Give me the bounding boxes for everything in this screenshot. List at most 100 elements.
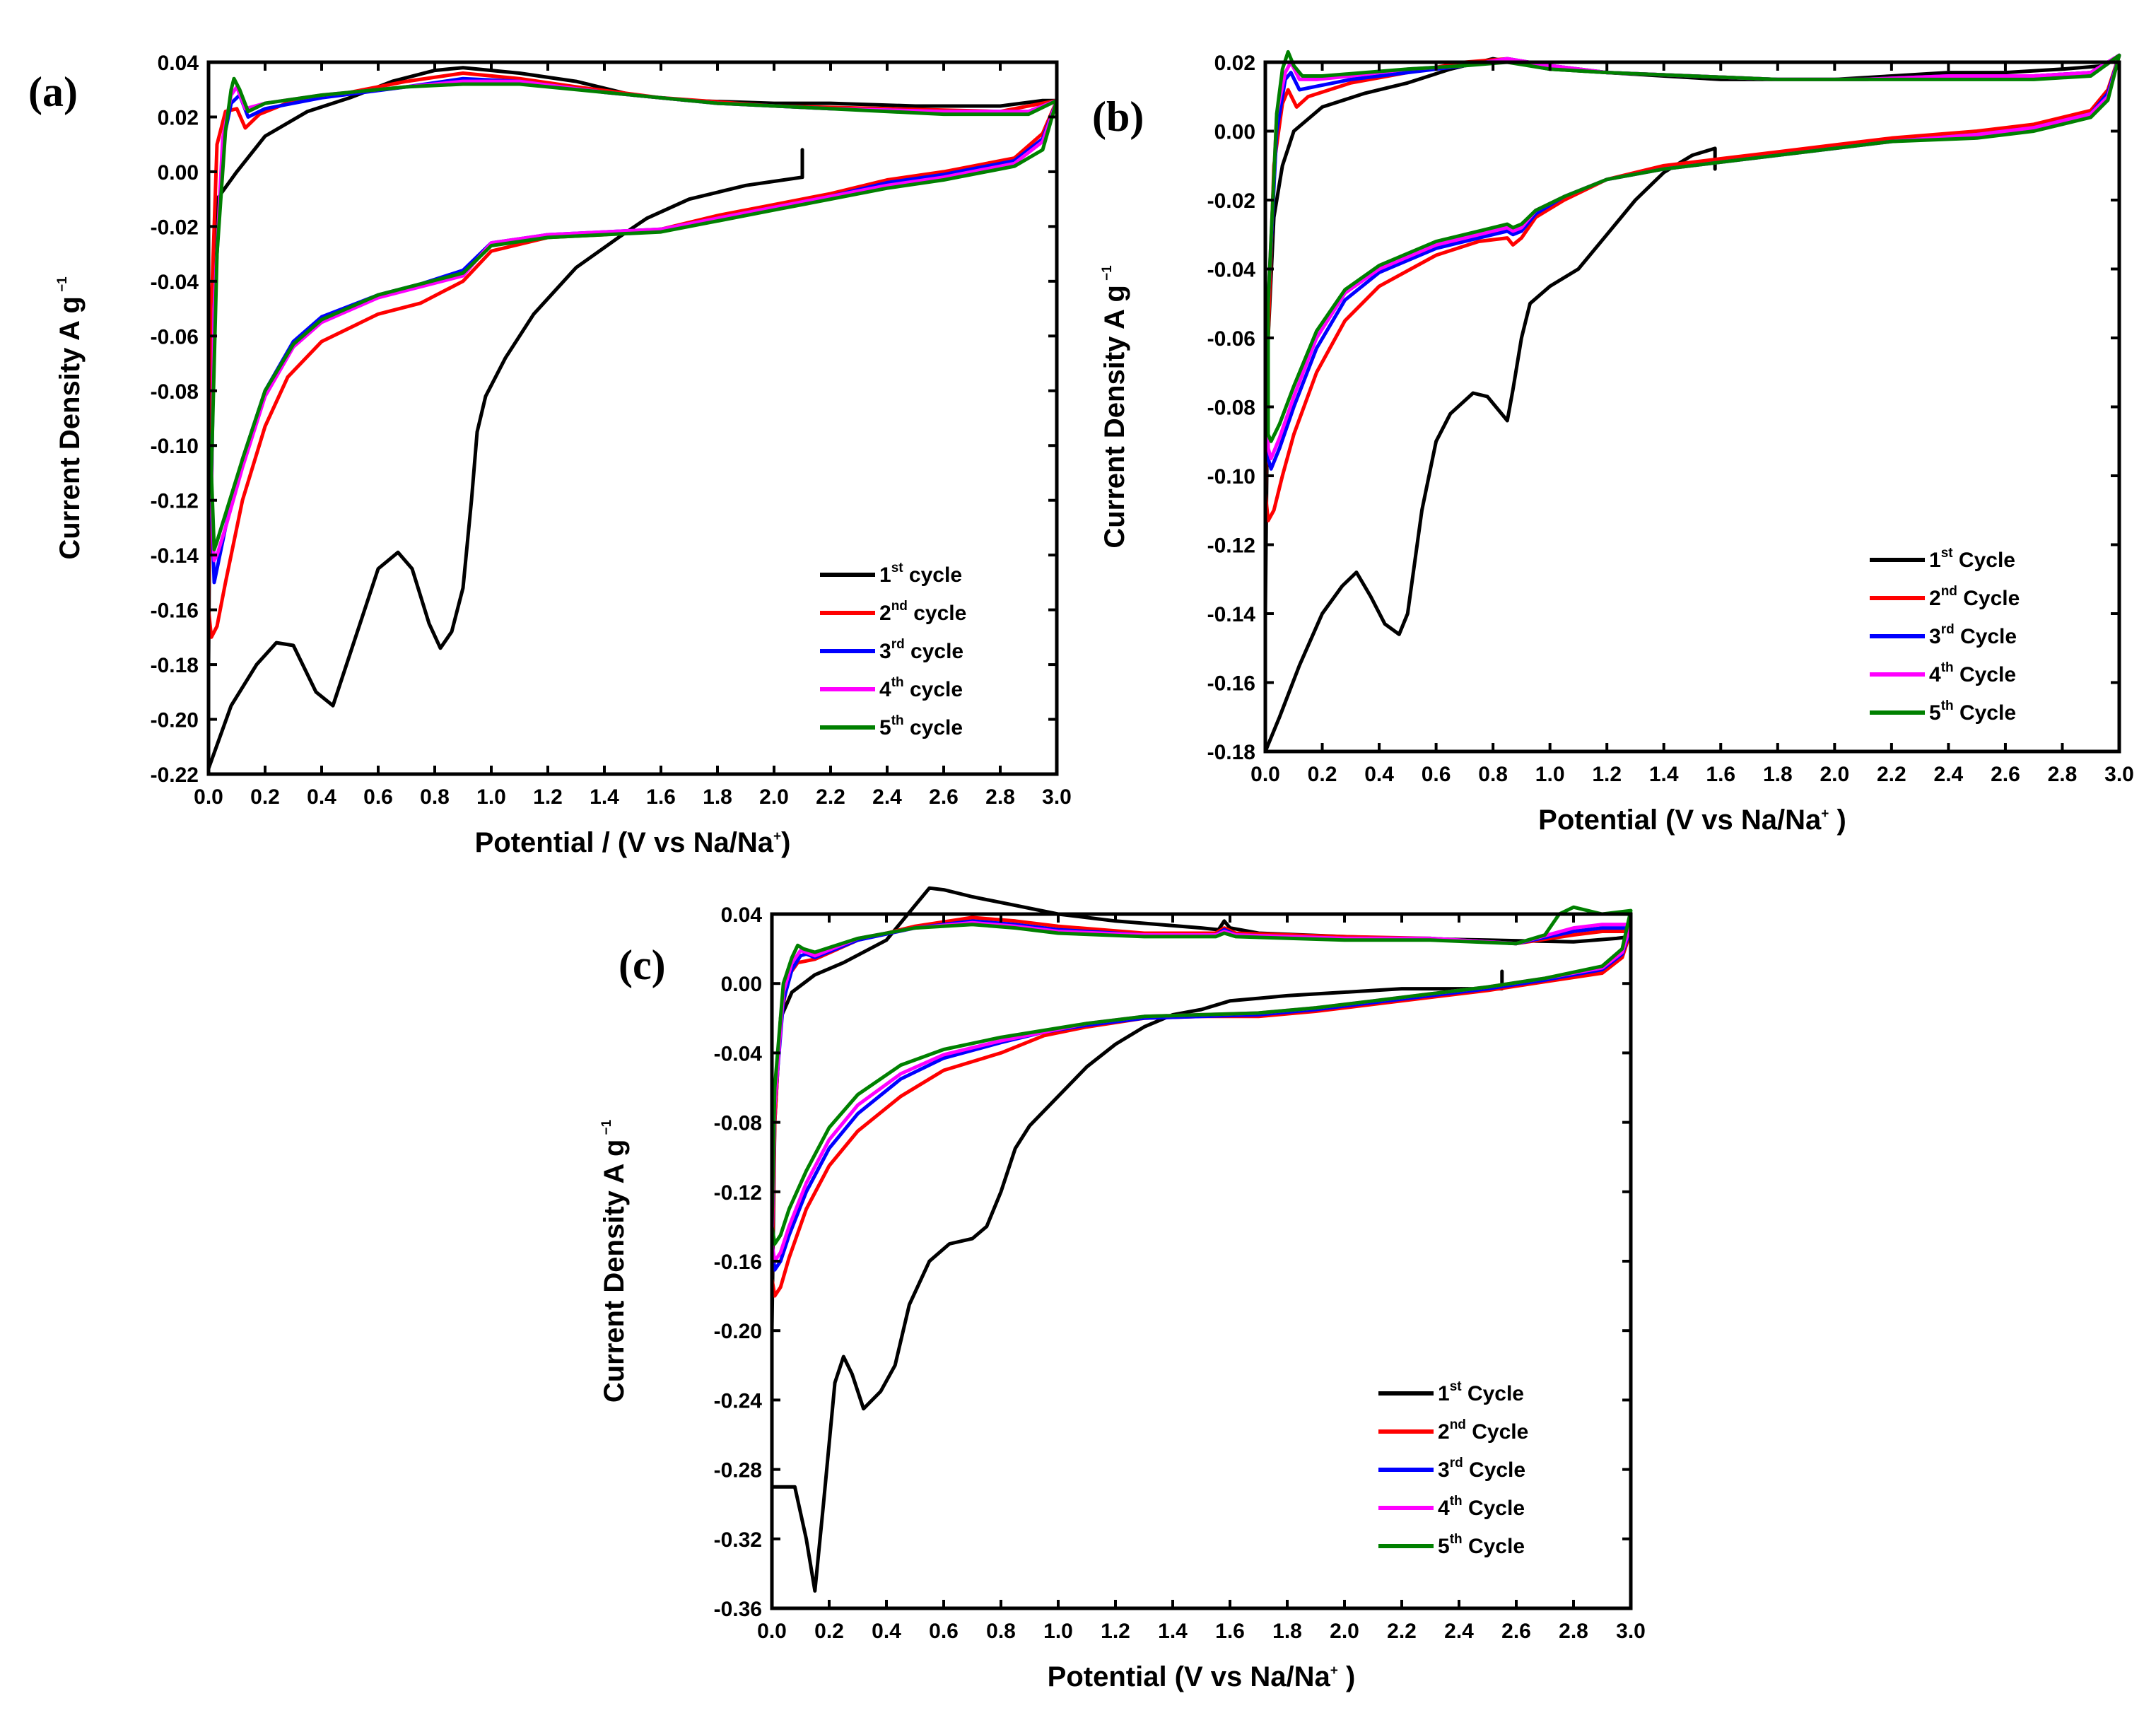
panel-c-x-tick-label: 0.6 (929, 1620, 959, 1643)
panel-c-legend-entry: 2nd Cycle (1438, 1417, 1528, 1444)
panel-c-y-tick-label: -0.32 (714, 1528, 762, 1552)
panel-c-x-tick-label: 3.0 (1616, 1620, 1646, 1643)
x-axis-label-end: ) (1829, 805, 1846, 836)
panel-b-y-tick-label: -0.16 (1207, 672, 1255, 696)
panel-b-x-tick-label: 0.2 (1308, 763, 1337, 786)
panel-b-series-1 (1263, 53, 2121, 754)
y-axis-label-sup: −1 (55, 276, 70, 292)
panel-b-x-axis-label: Potential (V vs Na/Na+ ) (1538, 805, 1846, 836)
panel-b-x-tick-label: 0.4 (1364, 763, 1394, 786)
legend-ordinal: 4 (1438, 1497, 1450, 1520)
panel-a-y-tick-label: -0.02 (151, 216, 199, 239)
panel-c-y-tick-label: -0.28 (714, 1459, 762, 1482)
legend-label: Cycle (1463, 1497, 1525, 1520)
panel-a-y-tick-label: -0.22 (151, 764, 199, 787)
panel-a-x-axis-label: Potential / (V vs Na/Na+) (475, 827, 791, 858)
panel-b-y-tick-label: -0.10 (1207, 465, 1255, 488)
panel-c-x-tick-label: 0.8 (986, 1620, 1016, 1643)
legend-label: cycle (908, 602, 966, 625)
panel-a-y-tick-label: -0.08 (151, 380, 199, 404)
panel-c-y-axis-label: Current Density A g −1 (599, 1119, 630, 1403)
panel-c-y-tick-label: -0.20 (714, 1320, 762, 1343)
panel-a-series-4 (209, 79, 1059, 563)
legend-ordinal-suffix: th (891, 675, 904, 690)
panel-a-series-2 (206, 71, 1059, 639)
panel-a-plot-frame (206, 60, 1059, 776)
panel-a-y-tick-label: -0.20 (151, 709, 199, 732)
y-axis-label-sup: −1 (599, 1119, 614, 1135)
panel-b-y-tick-label: -0.14 (1207, 603, 1256, 626)
legend-ordinal: 5 (1929, 701, 1941, 725)
x-axis-label-sup: + (773, 829, 781, 844)
panel-c-x-tick-label: 0.0 (757, 1620, 787, 1643)
panel-c-y-tick-label: 0.00 (721, 973, 762, 996)
panel-c-y-tick-label: -0.16 (714, 1251, 762, 1274)
panel-a-y-tick-label: -0.18 (151, 654, 199, 677)
panel-c-x-tick-label: 2.6 (1501, 1620, 1531, 1643)
panel-b-legend-entry: 5th Cycle (1929, 698, 2016, 725)
legend-ordinal-suffix: rd (1941, 622, 1955, 637)
panel-c-y-tick-label: -0.08 (714, 1112, 762, 1135)
panel-a-y-tick-label: -0.16 (151, 599, 199, 623)
panel-a-legend-entry: 4th cycle (879, 675, 963, 701)
panel-b-x-tick-label: 1.8 (1763, 763, 1793, 786)
panel-c-y-tick-label: -0.36 (714, 1598, 762, 1621)
panel-b-y-tick-label: 0.02 (1214, 52, 1255, 75)
panel-a-legend-entry: 1st cycle (879, 561, 962, 587)
panel-b-x-tick-label: 2.4 (1934, 763, 1964, 786)
legend-ordinal: 5 (879, 716, 891, 739)
panel-a-x-tick-label: 0.6 (363, 785, 393, 809)
x-axis-label-end: ) (781, 827, 790, 858)
panel-a-series-1 (206, 66, 1059, 771)
panel-b-x-tick-label: 2.0 (1820, 763, 1849, 786)
panel-b-x-tick-label: 2.2 (1877, 763, 1906, 786)
legend-label: Cycle (1955, 625, 2017, 648)
legend-label: Cycle (1466, 1420, 1528, 1444)
panel-b-x-tick-label: 2.6 (1991, 763, 2020, 786)
panel-a-legend-entry: 2nd cycle (879, 599, 966, 625)
panel-b-x-tick-label: 3.0 (2104, 763, 2134, 786)
panel-c-x-tick-label: 1.8 (1272, 1620, 1302, 1643)
panel-b-x-tick-label: 1.2 (1592, 763, 1622, 786)
x-axis-label-main: Potential (V vs Na/Na (1048, 1661, 1331, 1692)
panel-b-x-tick-label: 1.0 (1535, 763, 1565, 786)
legend-label: Cycle (1957, 587, 2020, 610)
panel-b-x-tick-label: 1.6 (1706, 763, 1735, 786)
y-axis-label-main: Current Density A g (599, 1140, 630, 1403)
panel-b-legend-entry: 3rd Cycle (1929, 622, 2017, 648)
panel-b-series-5 (1266, 49, 2121, 443)
panel-b: 0.0 0.2 0.4 0.6 0.8 1.0 1.2 1.4 1.6 1.8 2.0 2.2 2.4 2… (1092, 49, 2134, 836)
panel-b-x-tick-label: 2.8 (2048, 763, 2078, 786)
panel-c-x-tick-label: 2.4 (1444, 1620, 1474, 1643)
panel-c-x-tick-label: 2.2 (1387, 1620, 1417, 1643)
panel-a-x-tick-label: 1.0 (476, 785, 506, 809)
legend-ordinal-suffix: th (1941, 698, 1954, 713)
panel-b-y-tick-label: -0.08 (1207, 397, 1255, 420)
x-axis-label-main: Potential (V vs Na/Na (1538, 805, 1822, 836)
panel-c-y-tick-label: 0.04 (721, 903, 763, 927)
legend-label: cycle (904, 678, 963, 701)
legend-ordinal-suffix: st (1941, 546, 1954, 561)
x-axis-label-sup: + (1821, 807, 1829, 821)
panel-a-x-tick-label: 2.0 (759, 785, 789, 809)
panel-c-x-tick-label: 1.2 (1101, 1620, 1130, 1643)
panel-c-x-tick-label: 2.0 (1330, 1620, 1359, 1643)
panel-a-y-tick-label: -0.06 (151, 325, 199, 349)
panel-b-y-tick-label: -0.12 (1207, 534, 1255, 558)
panel-a-label: (a) (28, 69, 78, 115)
panel-a-y-axis-label: Current Density A g −1 (54, 276, 86, 560)
panel-b-y-tick-label: -0.06 (1207, 327, 1255, 351)
y-axis-label-main: Current Density A g (1099, 285, 1130, 549)
legend-ordinal-suffix: nd (891, 599, 908, 614)
legend-ordinal: 2 (1929, 587, 1941, 610)
panel-c-legend-entry: 3rd Cycle (1438, 1456, 1525, 1482)
panel-a-legend-entry: 5th cycle (879, 713, 963, 739)
panel-a-y-tick-label: 0.04 (158, 52, 199, 75)
x-axis-label-end: ) (1338, 1661, 1355, 1692)
panel-c-legend-entry: 1st Cycle (1438, 1379, 1524, 1405)
panel-c-y-tick-label: -0.12 (714, 1181, 762, 1205)
legend-label: cycle (905, 640, 963, 663)
panel-b-x-tick-label: 0.6 (1422, 763, 1451, 786)
legend-ordinal: 2 (1438, 1420, 1450, 1444)
